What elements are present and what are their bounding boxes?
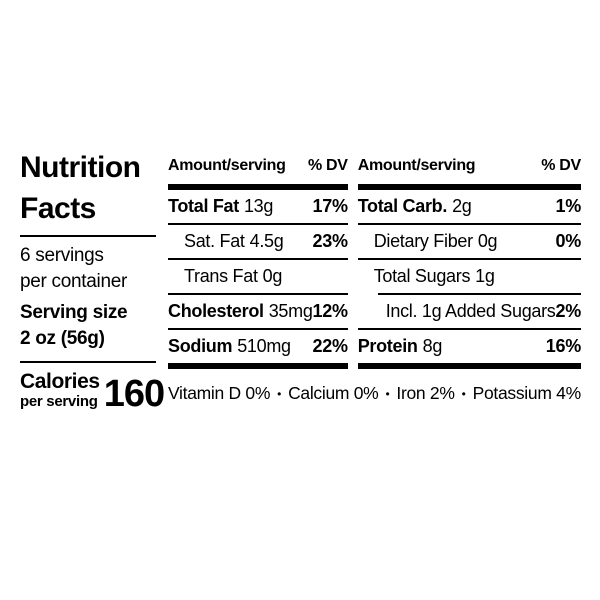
nutrient-row-sat-fat: Sat. Fat 4.5g 23% — [168, 225, 348, 258]
nutrient-dv: 2% — [555, 301, 582, 321]
calories-sublabel: per serving — [20, 393, 98, 410]
divider — [168, 258, 348, 260]
nutrient-row-cholesterol: Cholesterol 35mg 12% — [168, 295, 348, 328]
nutrient-name: Incl. 1g Added Sugars — [385, 301, 556, 321]
nutrients-columns: Amount/serving % DV Total Fat 13g 17% Sat… — [168, 150, 581, 369]
calories-labels: Calories per serving — [20, 370, 100, 411]
nutrient-amount: 13g — [243, 196, 274, 216]
nutrient-name: Sodium — [168, 336, 233, 356]
divider — [168, 293, 348, 295]
nutrient-name: Trans Fat — [184, 266, 258, 286]
nutrient-name: Total Sugars — [373, 266, 471, 286]
divider — [357, 223, 581, 225]
servings-per-container: 6 servings per container — [20, 245, 128, 292]
column-header-amount: Amount/serving — [168, 157, 286, 174]
nutrient-dv: 0% — [555, 231, 582, 251]
divider — [168, 223, 348, 225]
nutrient-amount: 2g — [452, 196, 472, 216]
nutrient-amount: 1g — [475, 266, 495, 286]
nutrients-column-carb-protein: Amount/serving % DV Total Carb. 2g 1% Die… — [357, 150, 582, 369]
micronutrients-row: Vitamin D 0% • Calcium 0% • Iron 2% • Po… — [168, 383, 581, 404]
divider — [168, 328, 348, 330]
nutrient-row-dietary-fiber: Dietary Fiber 0g 0% — [358, 225, 582, 258]
nutrients-area: Amount/serving % DV Total Fat 13g 17% Sat… — [168, 150, 581, 410]
nutrient-dv: 17% — [312, 196, 348, 216]
column-header: Amount/serving % DV — [357, 150, 582, 184]
nutrient-row-trans-fat: Trans Fat 0g — [168, 260, 348, 293]
divider — [357, 328, 581, 330]
divider-indented — [377, 293, 581, 295]
calories-block: Calories per serving 160 — [20, 370, 165, 414]
divider — [20, 235, 156, 237]
micronutrient-potassium: Potassium 4% — [472, 383, 582, 403]
divider — [357, 258, 581, 260]
nutrient-dv: 23% — [312, 231, 348, 251]
label-left-panel: Nutrition Facts 6 servings per container… — [20, 150, 165, 414]
bullet-separator: • — [385, 386, 390, 401]
nutrient-name: Cholesterol — [168, 301, 264, 321]
label-title: Nutrition Facts — [20, 151, 141, 225]
thick-bar — [168, 363, 348, 369]
micronutrient-calcium: Calcium 0% — [288, 383, 379, 403]
column-header-dv: % DV — [541, 157, 581, 174]
nutrient-dv: 16% — [545, 336, 581, 356]
nutrient-dv: 12% — [312, 301, 348, 321]
nutrient-dv: 1% — [555, 196, 582, 216]
nutrient-amount: 35mg — [268, 301, 313, 321]
nutrient-name: Sat. Fat — [184, 231, 245, 251]
micronutrient-iron: Iron 2% — [396, 383, 455, 403]
column-header-dv: % DV — [307, 157, 348, 174]
thick-bar — [168, 184, 348, 190]
nutrient-row-sodium: Sodium 510mg 22% — [168, 330, 348, 363]
nutrient-row-total-carb: Total Carb. 2g 1% — [357, 190, 582, 223]
label-body: Nutrition Facts 6 servings per container… — [20, 150, 581, 414]
divider — [20, 361, 156, 363]
bullet-separator: • — [277, 386, 282, 401]
nutrient-amount: 0g — [262, 266, 283, 286]
nutrient-row-total-sugars: Total Sugars 1g — [358, 260, 581, 293]
nutrient-dv: 22% — [312, 336, 348, 356]
nutrient-amount: 0g — [477, 231, 498, 251]
nutrient-amount: 510mg — [237, 336, 291, 356]
thick-bar — [357, 184, 581, 190]
nutrient-amount: 4.5g — [249, 231, 284, 251]
serving-size: Serving size 2 oz (56g) — [20, 302, 128, 349]
column-header: Amount/serving % DV — [168, 150, 348, 184]
micronutrient-vitamin-d: Vitamin D 0% — [168, 383, 271, 403]
nutrient-row-total-fat: Total Fat 13g 17% — [168, 190, 348, 223]
nutrients-column-fat-sodium: Amount/serving % DV Total Fat 13g 17% Sat… — [168, 150, 348, 369]
nutrient-name: Total Carb. — [357, 196, 448, 216]
nutrient-row-added-sugars: Incl. 1g Added Sugars 2% — [358, 295, 582, 328]
nutrient-name: Protein — [357, 336, 418, 356]
bullet-separator: • — [461, 386, 466, 401]
calories-label: Calories — [20, 370, 100, 393]
nutrient-row-protein: Protein 8g 16% — [357, 330, 582, 363]
thick-bar — [357, 363, 581, 369]
nutrient-name: Dietary Fiber — [373, 231, 473, 251]
column-header-amount: Amount/serving — [357, 157, 476, 174]
nutrient-amount: 8g — [422, 336, 443, 356]
nutrient-name: Total Fat — [168, 196, 239, 216]
calories-value: 160 — [103, 373, 165, 415]
